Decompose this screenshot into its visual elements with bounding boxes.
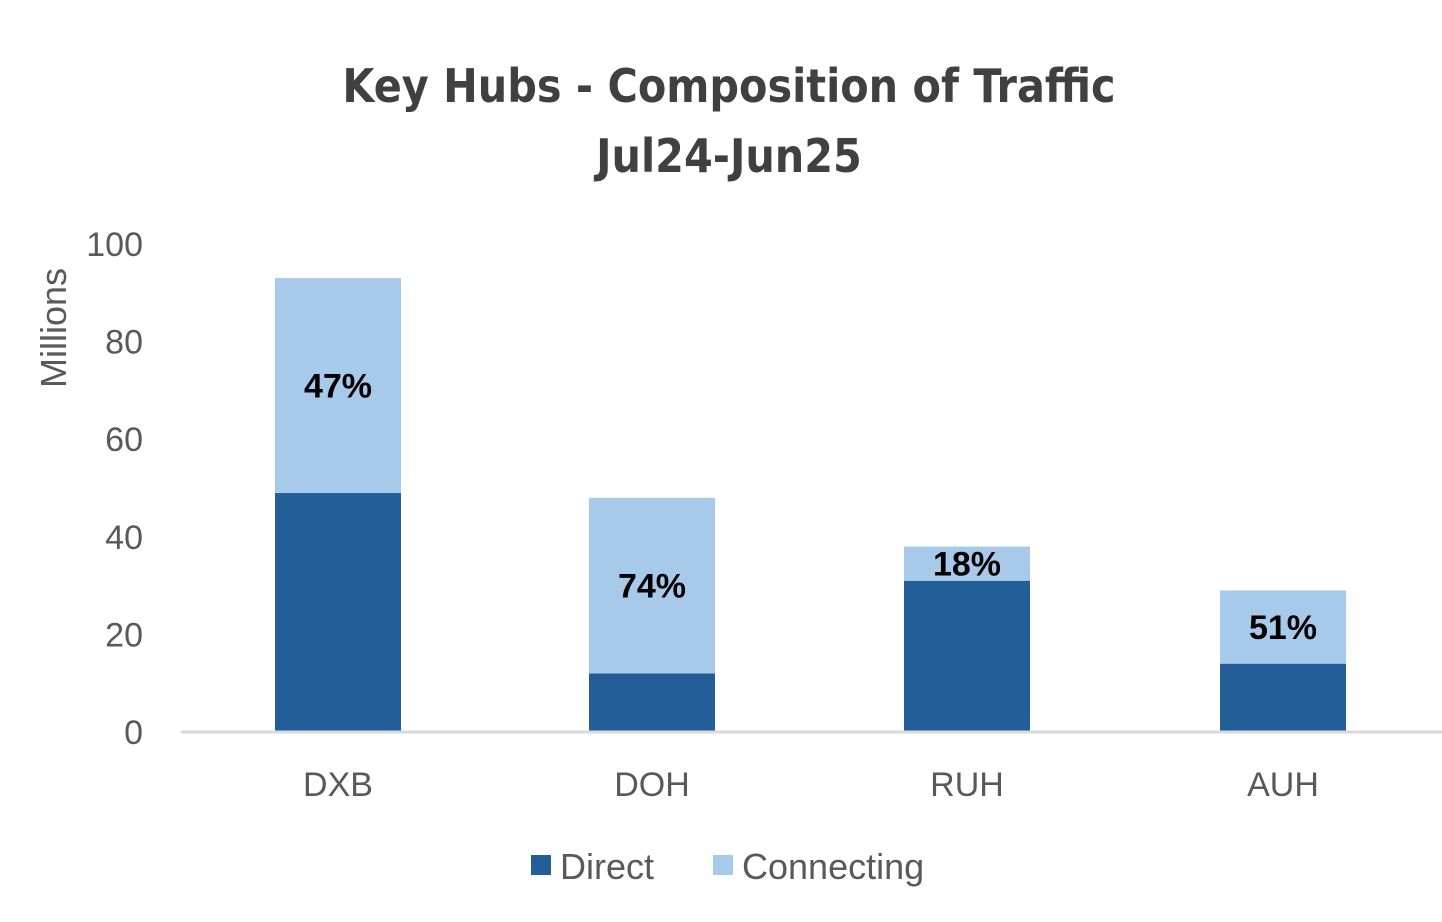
y-tick-label: 20 — [105, 616, 143, 654]
y-tick-label: 100 — [86, 226, 143, 264]
bars — [275, 278, 1346, 732]
x-axis-labels: DXB DOH RUH AUH — [303, 766, 1319, 804]
data-label: 18% — [933, 546, 1001, 584]
data-label: 51% — [1249, 609, 1317, 647]
chart-title: Key Hubs - Composition of Traffic — [342, 59, 1115, 113]
bar-direct-ruh — [904, 580, 1030, 732]
bar-connecting-ruh — [904, 546, 1030, 581]
y-tick-label: 60 — [105, 421, 143, 459]
data-label: 74% — [618, 568, 686, 606]
data-labels: 47% 74% 18% 51% — [304, 368, 1317, 648]
x-tick-label: DXB — [303, 766, 373, 804]
legend: Direct Connecting — [531, 846, 924, 887]
legend-label-connecting: Connecting — [742, 846, 924, 887]
y-tick-label: 0 — [124, 714, 143, 752]
x-tick-label: RUH — [930, 766, 1004, 804]
bar-direct-doh — [589, 673, 715, 732]
y-tick-label: 80 — [105, 324, 143, 362]
y-tick-label: 40 — [105, 519, 143, 557]
bar-connecting-auh — [1220, 590, 1346, 664]
chart-subtitle: Jul24-Jun25 — [593, 129, 862, 183]
legend-swatch-direct — [531, 855, 551, 875]
y-axis-title: Millions — [33, 268, 74, 388]
data-label: 47% — [304, 368, 372, 406]
bar-connecting-dxb — [275, 278, 401, 493]
bar-connecting-doh — [589, 497, 715, 674]
bar-direct-dxb — [275, 492, 401, 732]
x-tick-label: DOH — [614, 766, 690, 804]
x-tick-label: AUH — [1247, 766, 1319, 804]
legend-label-direct: Direct — [560, 846, 654, 887]
legend-swatch-connecting — [713, 855, 733, 875]
y-axis-ticks: 0 20 40 60 80 100 — [86, 226, 143, 752]
bar-direct-auh — [1220, 663, 1346, 732]
